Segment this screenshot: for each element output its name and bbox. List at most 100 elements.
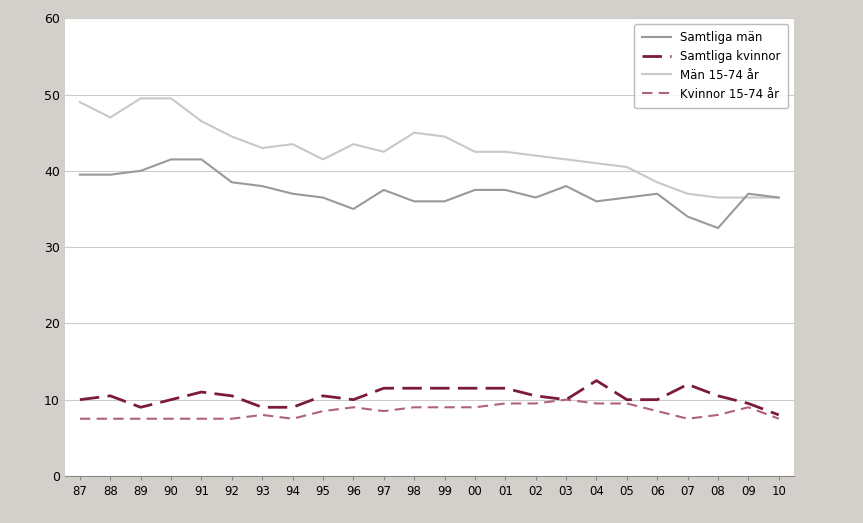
Samtliga män [257, 183, 268, 189]
Samtliga män [348, 206, 358, 212]
Samtliga kvinnor [409, 385, 419, 391]
Line: Kvinnor 15-74 år: Kvinnor 15-74 år [80, 400, 778, 419]
Line: Samtliga män: Samtliga män [80, 160, 778, 228]
Samtliga män [743, 190, 753, 197]
Kvinnor 15-74 år [531, 400, 541, 406]
Samtliga kvinnor [561, 396, 571, 403]
Män 15-74 år [318, 156, 328, 163]
Kvinnor 15-74 år [318, 408, 328, 414]
Samtliga kvinnor [75, 396, 85, 403]
Samtliga män [469, 187, 480, 193]
Män 15-74 år [621, 164, 632, 170]
Kvinnor 15-74 år [379, 408, 389, 414]
Samtliga män [531, 195, 541, 201]
Samtliga män [318, 195, 328, 201]
Kvinnor 15-74 år [287, 416, 298, 422]
Samtliga kvinnor [257, 404, 268, 411]
Samtliga män [227, 179, 237, 186]
Män 15-74 år [287, 141, 298, 147]
Samtliga män [652, 190, 663, 197]
Kvinnor 15-74 år [501, 400, 511, 406]
Män 15-74 år [773, 195, 784, 201]
Samtliga kvinnor [501, 385, 511, 391]
Samtliga män [135, 168, 146, 174]
Samtliga män [561, 183, 571, 189]
Kvinnor 15-74 år [135, 416, 146, 422]
Kvinnor 15-74 år [713, 412, 723, 418]
Kvinnor 15-74 år [743, 404, 753, 411]
Kvinnor 15-74 år [227, 416, 237, 422]
Samtliga kvinnor [773, 412, 784, 418]
Kvinnor 15-74 år [652, 408, 663, 414]
Samtliga kvinnor [227, 393, 237, 399]
Kvinnor 15-74 år [105, 416, 116, 422]
Legend: Samtliga män, Samtliga kvinnor, Män 15-74 år, Kvinnor 15-74 år: Samtliga män, Samtliga kvinnor, Män 15-7… [634, 24, 788, 108]
Samtliga män [773, 195, 784, 201]
Män 15-74 år [531, 153, 541, 159]
Män 15-74 år [409, 130, 419, 136]
Män 15-74 år [379, 149, 389, 155]
Samtliga kvinnor [591, 378, 602, 384]
Kvinnor 15-74 år [196, 416, 206, 422]
Kvinnor 15-74 år [621, 400, 632, 406]
Män 15-74 år [348, 141, 358, 147]
Män 15-74 år [166, 95, 176, 101]
Män 15-74 år [713, 195, 723, 201]
Män 15-74 år [743, 195, 753, 201]
Line: Samtliga kvinnor: Samtliga kvinnor [80, 381, 778, 415]
Kvinnor 15-74 år [257, 412, 268, 418]
Samtliga män [379, 187, 389, 193]
Män 15-74 år [439, 133, 450, 140]
Samtliga män [683, 213, 693, 220]
Samtliga kvinnor [439, 385, 450, 391]
Samtliga kvinnor [166, 396, 176, 403]
Män 15-74 år [652, 179, 663, 186]
Kvinnor 15-74 år [469, 404, 480, 411]
Samtliga män [409, 198, 419, 204]
Samtliga kvinnor [683, 381, 693, 388]
Samtliga kvinnor [469, 385, 480, 391]
Män 15-74 år [469, 149, 480, 155]
Samtliga män [439, 198, 450, 204]
Samtliga kvinnor [105, 393, 116, 399]
Män 15-74 år [683, 190, 693, 197]
Män 15-74 år [561, 156, 571, 163]
Kvinnor 15-74 år [561, 396, 571, 403]
Män 15-74 år [75, 99, 85, 105]
Samtliga kvinnor [531, 393, 541, 399]
Samtliga kvinnor [652, 396, 663, 403]
Samtliga kvinnor [713, 393, 723, 399]
Kvinnor 15-74 år [409, 404, 419, 411]
Samtliga kvinnor [287, 404, 298, 411]
Män 15-74 år [257, 145, 268, 151]
Samtliga män [166, 156, 176, 163]
Samtliga män [713, 225, 723, 231]
Kvinnor 15-74 år [348, 404, 358, 411]
Samtliga män [591, 198, 602, 204]
Män 15-74 år [227, 133, 237, 140]
Samtliga män [287, 190, 298, 197]
Samtliga kvinnor [318, 393, 328, 399]
Samtliga män [75, 172, 85, 178]
Män 15-74 år [196, 118, 206, 124]
Line: Män 15-74 år: Män 15-74 år [80, 98, 778, 198]
Män 15-74 år [591, 160, 602, 166]
Kvinnor 15-74 år [773, 416, 784, 422]
Samtliga kvinnor [135, 404, 146, 411]
Samtliga män [196, 156, 206, 163]
Samtliga män [105, 172, 116, 178]
Kvinnor 15-74 år [683, 416, 693, 422]
Samtliga kvinnor [348, 396, 358, 403]
Män 15-74 år [501, 149, 511, 155]
Män 15-74 år [135, 95, 146, 101]
Kvinnor 15-74 år [591, 400, 602, 406]
Samtliga kvinnor [379, 385, 389, 391]
Kvinnor 15-74 år [439, 404, 450, 411]
Samtliga män [621, 195, 632, 201]
Samtliga män [501, 187, 511, 193]
Kvinnor 15-74 år [166, 416, 176, 422]
Samtliga kvinnor [621, 396, 632, 403]
Män 15-74 år [105, 115, 116, 121]
Samtliga kvinnor [196, 389, 206, 395]
Samtliga kvinnor [743, 400, 753, 406]
